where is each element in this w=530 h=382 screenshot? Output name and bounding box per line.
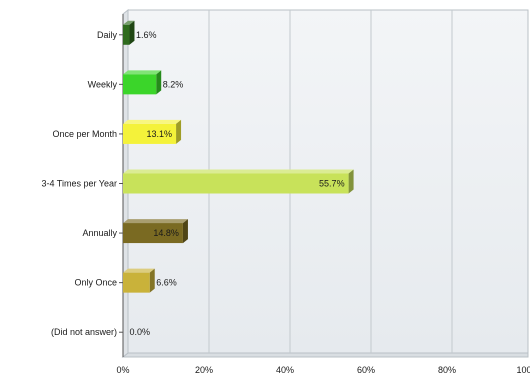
bar-top	[123, 169, 354, 174]
bar	[123, 272, 150, 293]
category-label: Daily	[97, 30, 118, 40]
plot-floor	[121, 352, 529, 358]
bar	[123, 123, 177, 144]
value-label: 0.0%	[129, 327, 150, 337]
x-tick-label: 40%	[276, 365, 294, 375]
bar-top	[123, 219, 188, 224]
x-tick-label: 80%	[438, 365, 456, 375]
category-label: 3-4 Times per Year	[41, 179, 117, 189]
x-tick-label: 60%	[357, 365, 375, 375]
bar-side	[149, 268, 155, 293]
bar-side	[129, 20, 135, 45]
category-label: (Did not answer)	[51, 327, 117, 337]
bar	[123, 173, 349, 194]
category-label: Annually	[82, 228, 117, 238]
bar-side	[176, 119, 182, 144]
value-label: 1.6%	[136, 30, 157, 40]
category-label: Weekly	[88, 79, 118, 89]
value-label: 14.8%	[153, 228, 179, 238]
category-label: Only Once	[74, 278, 117, 288]
bar-top	[123, 268, 155, 273]
bar	[123, 24, 130, 45]
bar-top	[123, 70, 162, 75]
bar-top	[123, 20, 135, 25]
x-tick-label: 100%	[516, 365, 530, 375]
category-label: Once per Month	[52, 129, 117, 139]
x-tick-label: 0%	[116, 365, 129, 375]
bar-top	[123, 119, 182, 124]
bar	[123, 223, 183, 244]
bar-side	[182, 219, 188, 244]
value-label: 8.2%	[163, 79, 184, 89]
bar-side	[348, 169, 354, 194]
value-label: 6.6%	[156, 278, 177, 288]
value-label: 13.1%	[147, 129, 173, 139]
x-tick-label: 20%	[195, 365, 213, 375]
bar-side	[156, 70, 162, 95]
value-label: 55.7%	[319, 179, 345, 189]
bar	[123, 74, 157, 95]
